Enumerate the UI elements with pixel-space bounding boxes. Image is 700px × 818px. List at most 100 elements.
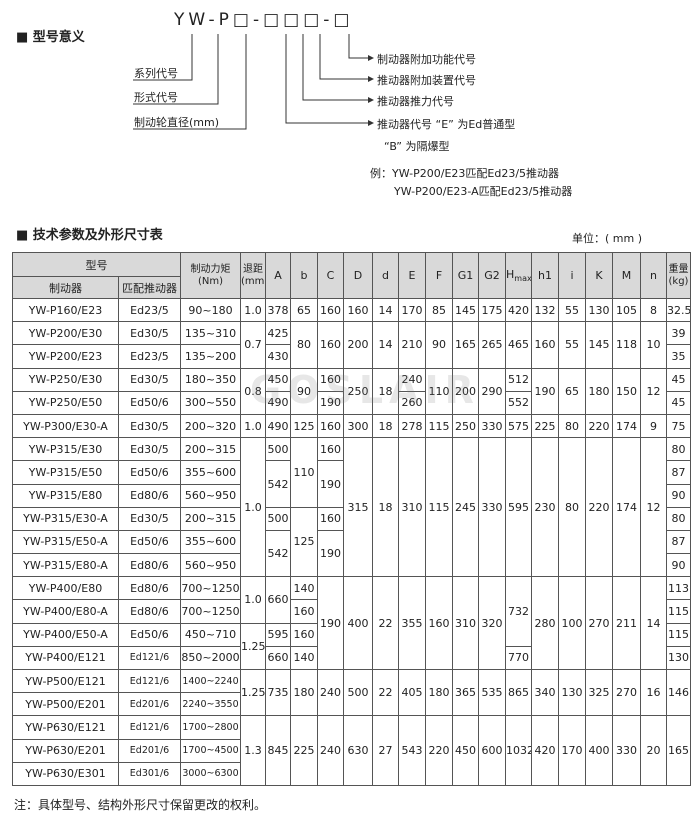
table-row: YW-P630/E201 Ed201/6 1700~4500 [12,738,691,763]
table-cell: 190 [317,529,344,578]
table-cell: 130 [558,668,586,717]
table-row: YW-P400/E50-A Ed50/6 450~710 1.25 595 160 115 [12,622,691,671]
table-cell: 115 [666,622,691,647]
table-cell: 1.25 [240,622,266,671]
header-line: (mm) [241,275,265,287]
table-cell: 55 [558,297,586,323]
table-cell: 160 [290,622,318,647]
header-line: 退距 [243,263,263,275]
table-row: YW-P500/E121 Ed121/6 1400~2240 1.25 735 180 24… [12,668,691,717]
table-cell: 130 [585,297,613,323]
table-cell: 14 [372,297,399,323]
header-sub: max [514,274,532,284]
table-cell: 100 [558,576,586,670]
table-cell: 500 [343,668,373,717]
watermark: GOSLAIR [250,368,480,412]
table-cell: 180 [425,668,453,717]
table-cell: 211 [612,576,641,670]
table-cell: 35 [666,344,691,369]
table-row: YW-P315/E30 Ed30/5 200~315 1.0 500 110 160 315 1… [12,437,691,578]
table-cell: 22 [372,576,399,670]
table-cell: 90 [666,483,691,508]
table-cell: 732 [505,576,532,647]
table-cell: 315 [343,437,373,578]
column-header: 退距(mm) [240,252,266,299]
table-cell: 200 [343,321,373,369]
table-row: YW-P630/E121 Ed121/6 1700~2800 1.3 845 225 240… [12,715,691,786]
table-cell: Ed23/5 [118,344,181,369]
table-cell: YW-P400/E80-A [12,599,119,624]
table-cell: 542 [265,460,291,508]
table-cell: 220 [585,437,613,578]
table-cell: 770 [505,645,532,671]
table-cell: 225 [290,715,318,786]
table-cell: 330 [478,437,506,578]
table-cell: 700~1250 [180,576,241,601]
table-cell: 560~950 [180,483,241,508]
spec-table: 型号制动力矩(Nm)退距(mm)AbCDdEFG1G2Hmaxh1iKMn重量(… [12,252,691,786]
table-cell: 250 [452,413,479,439]
table-cell: 865 [505,668,532,717]
table-cell: 850~2000 [180,645,241,671]
table-cell: 465 [505,321,532,369]
table-cell: 18 [372,367,399,415]
table-cell: 595 [265,622,291,647]
table-cell: YW-P315/E30-A [12,506,119,531]
table-cell: 425 [265,321,291,346]
header-line: (Nm) [197,275,224,287]
table-cell: YW-P315/E50-A [12,529,119,555]
section-title: ■ 型号意义 [16,30,85,45]
table-cell: 512 [505,367,532,392]
table-cell: 80 [558,437,586,578]
table-cell: Ed80/6 [118,553,181,578]
table-cell: 265 [478,321,506,369]
table-row: YW-P500/E201 Ed201/6 2240~3550 [12,692,691,717]
table-cell: 330 [612,715,641,786]
table-row: YW-P300/E30-A Ed30/5 200~320 1.0 490 125 160 30… [12,413,691,439]
table-cell: Ed30/5 [118,367,181,392]
table-cell: 600 [478,715,506,786]
column-header: d [372,252,399,299]
table-cell: 2240~3550 [180,692,241,717]
table-cell: 160 [317,437,344,462]
table-cell: 300~550 [180,390,241,415]
table-cell: 32.5 [666,297,691,323]
table-cell: Ed50/6 [118,460,181,485]
table-cell: 8 [640,297,667,323]
table-cell: YW-P630/E201 [12,738,119,763]
table-cell: 85 [425,297,453,323]
column-header: G1 [452,252,479,299]
table-cell: 535 [478,668,506,717]
table-cell: YW-P400/E80 [12,576,119,601]
table-row: YW-P315/E80 Ed80/6 560~950 90 [12,483,691,508]
table-cell: 240 [317,715,344,786]
table-cell: 280 [531,576,559,670]
table-cell: 160 [317,413,344,439]
example: 例：YW-P200/E23匹配Ed23/5推动器 [370,167,560,180]
table-cell: 150 [612,367,641,415]
table-cell: 378 [265,297,291,323]
table-cell: 310 [452,576,479,670]
sub-header: 制动器 [12,276,119,299]
table-cell: 320 [478,576,506,670]
table-row: YW-P630/E301 Ed301/6 3000~6300 [12,761,691,786]
left-label: 形式代号 [134,91,178,104]
table-cell: 400 [585,715,613,786]
group-header: 型号 [12,252,181,277]
table-cell: 630 [343,715,373,786]
table-cell: 220 [425,715,453,786]
table-cell: 355~600 [180,460,241,485]
table-cell: 700~1250 [180,599,241,624]
table-cell: 420 [531,715,559,786]
table-cell: Ed23/5 [118,297,181,323]
table-cell: 9 [640,413,667,439]
table-cell: 174 [612,437,641,578]
table-cell: 18 [372,413,399,439]
table-cell: 500 [265,437,291,462]
table-cell: 16 [640,668,667,717]
table-cell: 12 [640,367,667,415]
table-cell: 660 [265,576,291,624]
table-cell: YW-P630/E121 [12,715,119,740]
table-cell: 355 [398,576,426,670]
table-cell: Ed30/5 [118,413,181,439]
